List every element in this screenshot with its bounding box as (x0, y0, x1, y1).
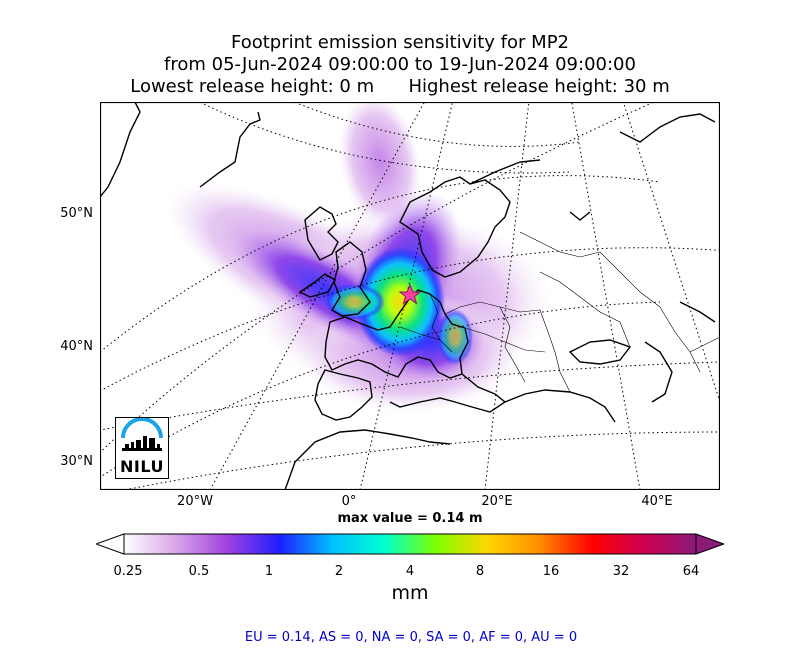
coastlines (100, 102, 716, 490)
colorbar-tick: 0.5 (188, 564, 210, 579)
lon-label-20e: 20°E (481, 494, 513, 509)
nilu-logo-icon (121, 417, 163, 451)
colorbar-unit: mm (391, 582, 429, 604)
lat-label-30n: 30°N (60, 454, 93, 469)
lon-label-0: 0° (341, 494, 357, 509)
map-release-heights: Lowest release height: 0 m Highest relea… (130, 76, 670, 97)
colorbar-tick: 32 (612, 564, 630, 579)
nilu-logo-text: NILU (120, 457, 164, 476)
colorbar-tick: 64 (682, 564, 700, 579)
map-title: Footprint emission sensitivity for MP2 (230, 32, 569, 53)
colorbar-tick: 16 (542, 564, 560, 579)
lat-label-50n: 50°N (60, 206, 93, 221)
max-value-label: max value = 0.14 m (337, 511, 483, 526)
footprint-map (100, 102, 720, 490)
star-icon (398, 283, 422, 305)
colorbar-tick: 1 (264, 564, 274, 579)
nilu-logo: NILU (115, 417, 169, 479)
lat-label-40n: 40°N (60, 339, 93, 354)
lon-label-20w: 20°W (177, 494, 213, 509)
colorbar-tick: 0.25 (113, 564, 143, 579)
colorbar-tick: 4 (405, 564, 415, 579)
colorbar-tick: 2 (334, 564, 344, 579)
map-time-range: from 05-Jun-2024 09:00:00 to 19-Jun-2024… (164, 54, 636, 75)
region-totals: EU = 0.14, AS = 0, NA = 0, SA = 0, AF = … (244, 630, 578, 645)
footprint-plume (166, 102, 550, 412)
colorbar-lower-extend (96, 533, 125, 555)
colorbar (96, 533, 724, 555)
colorbar-tick: 8 (475, 564, 485, 579)
country-borders (399, 231, 720, 393)
colorbar-upper-extend (695, 533, 724, 555)
colorbar-scale (123, 533, 697, 555)
lon-label-40e: 40°E (641, 494, 673, 509)
